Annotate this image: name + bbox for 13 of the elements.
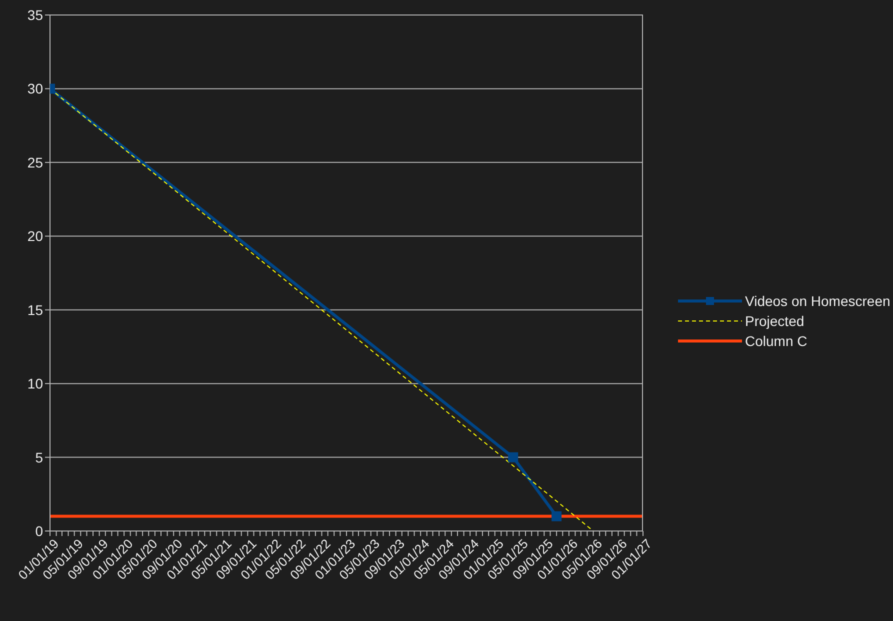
legend-label: Videos on Homescreen (745, 292, 890, 308)
legend-label: Projected (745, 312, 804, 328)
legend-label: Column C (745, 332, 808, 348)
y-tick-label: 0 (35, 522, 44, 539)
y-tick-label: 20 (27, 228, 44, 244)
y-tick-label: 5 (35, 449, 44, 466)
point (508, 452, 518, 462)
y-tick-label: 30 (27, 80, 44, 97)
y-tick-label: 10 (27, 376, 44, 392)
y-tick-label: 35 (27, 6, 44, 23)
y-tick-label: 25 (27, 154, 44, 170)
y-tick-label: 15 (27, 302, 44, 318)
point (552, 511, 562, 522)
